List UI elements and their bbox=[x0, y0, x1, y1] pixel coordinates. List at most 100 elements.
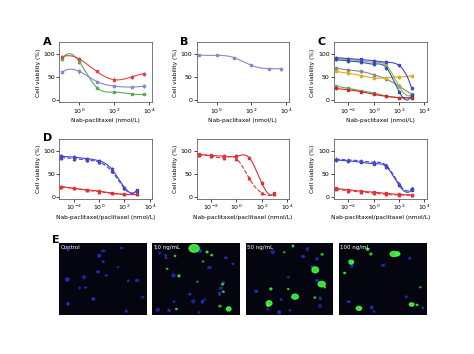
Ellipse shape bbox=[255, 290, 258, 292]
Ellipse shape bbox=[288, 289, 289, 290]
Ellipse shape bbox=[319, 304, 321, 307]
Ellipse shape bbox=[202, 261, 204, 262]
Ellipse shape bbox=[207, 251, 208, 252]
Ellipse shape bbox=[176, 308, 177, 309]
Text: Control: Control bbox=[61, 245, 81, 250]
Ellipse shape bbox=[390, 251, 398, 257]
Ellipse shape bbox=[349, 260, 354, 264]
Ellipse shape bbox=[97, 271, 100, 273]
Y-axis label: Cell viability (%): Cell viability (%) bbox=[310, 48, 315, 97]
Text: E: E bbox=[52, 235, 60, 245]
Ellipse shape bbox=[267, 309, 269, 310]
Ellipse shape bbox=[165, 257, 167, 258]
Ellipse shape bbox=[106, 275, 107, 276]
Y-axis label: Cell viability (%): Cell viability (%) bbox=[36, 48, 41, 97]
Y-axis label: Cell viability (%): Cell viability (%) bbox=[310, 145, 315, 193]
Ellipse shape bbox=[205, 299, 206, 300]
Text: C: C bbox=[317, 36, 325, 46]
Ellipse shape bbox=[278, 311, 281, 314]
Ellipse shape bbox=[267, 304, 270, 306]
Ellipse shape bbox=[344, 273, 346, 274]
Ellipse shape bbox=[155, 246, 156, 247]
Ellipse shape bbox=[189, 245, 199, 252]
Ellipse shape bbox=[324, 287, 325, 288]
Ellipse shape bbox=[92, 298, 95, 300]
Ellipse shape bbox=[356, 306, 362, 310]
Text: A: A bbox=[43, 36, 51, 46]
Ellipse shape bbox=[101, 250, 105, 252]
Ellipse shape bbox=[125, 310, 128, 312]
Ellipse shape bbox=[227, 307, 231, 311]
Ellipse shape bbox=[67, 302, 69, 305]
Ellipse shape bbox=[318, 281, 325, 287]
Ellipse shape bbox=[174, 255, 176, 257]
Ellipse shape bbox=[98, 255, 100, 257]
Ellipse shape bbox=[312, 267, 319, 273]
Ellipse shape bbox=[173, 301, 175, 302]
Ellipse shape bbox=[419, 287, 421, 288]
X-axis label: Nab-paclitaxel/paclitaxel (nmol/L): Nab-paclitaxel/paclitaxel (nmol/L) bbox=[330, 215, 430, 220]
Ellipse shape bbox=[366, 248, 369, 250]
Ellipse shape bbox=[232, 263, 234, 264]
Ellipse shape bbox=[410, 303, 414, 306]
Ellipse shape bbox=[141, 296, 144, 298]
Ellipse shape bbox=[225, 257, 227, 258]
Ellipse shape bbox=[350, 265, 353, 268]
Legend:  bbox=[423, 142, 424, 143]
Ellipse shape bbox=[121, 247, 123, 249]
Ellipse shape bbox=[197, 281, 198, 282]
Ellipse shape bbox=[221, 284, 224, 285]
Ellipse shape bbox=[347, 301, 350, 302]
Legend:  bbox=[149, 141, 150, 142]
Ellipse shape bbox=[289, 309, 291, 311]
Ellipse shape bbox=[136, 279, 139, 281]
Ellipse shape bbox=[128, 280, 129, 282]
Y-axis label: Cell viability (%): Cell viability (%) bbox=[173, 145, 178, 193]
Text: B: B bbox=[180, 36, 188, 46]
Ellipse shape bbox=[82, 276, 85, 279]
Ellipse shape bbox=[316, 280, 319, 281]
Ellipse shape bbox=[382, 264, 385, 266]
Ellipse shape bbox=[206, 251, 208, 253]
Ellipse shape bbox=[102, 261, 104, 263]
Ellipse shape bbox=[288, 276, 289, 278]
Ellipse shape bbox=[189, 293, 191, 295]
Ellipse shape bbox=[271, 250, 274, 253]
Ellipse shape bbox=[117, 267, 118, 268]
Ellipse shape bbox=[164, 254, 167, 256]
Y-axis label: Cell viability (%): Cell viability (%) bbox=[36, 145, 41, 193]
Ellipse shape bbox=[159, 252, 161, 254]
Ellipse shape bbox=[292, 294, 298, 299]
Ellipse shape bbox=[85, 287, 87, 288]
Ellipse shape bbox=[405, 296, 407, 298]
Text: 10 ng/mL: 10 ng/mL bbox=[154, 245, 180, 250]
Text: 50 ng/mL: 50 ng/mL bbox=[247, 245, 273, 250]
Ellipse shape bbox=[208, 267, 211, 268]
Ellipse shape bbox=[191, 300, 195, 303]
Text: D: D bbox=[43, 133, 52, 143]
Ellipse shape bbox=[280, 299, 282, 301]
Ellipse shape bbox=[422, 307, 423, 309]
X-axis label: Nab-paclitaxel (nmol/L): Nab-paclitaxel (nmol/L) bbox=[209, 119, 277, 124]
Ellipse shape bbox=[301, 256, 305, 257]
Ellipse shape bbox=[370, 253, 372, 255]
Legend:  bbox=[286, 142, 287, 143]
Ellipse shape bbox=[198, 312, 200, 313]
Ellipse shape bbox=[67, 248, 69, 251]
Ellipse shape bbox=[316, 258, 318, 260]
Ellipse shape bbox=[211, 255, 212, 256]
Ellipse shape bbox=[409, 258, 411, 259]
Ellipse shape bbox=[166, 268, 168, 269]
Ellipse shape bbox=[292, 245, 294, 247]
Ellipse shape bbox=[266, 301, 272, 306]
Ellipse shape bbox=[371, 306, 373, 309]
Ellipse shape bbox=[168, 309, 170, 312]
Ellipse shape bbox=[311, 266, 314, 268]
Ellipse shape bbox=[219, 287, 222, 290]
Ellipse shape bbox=[198, 250, 201, 252]
Ellipse shape bbox=[156, 308, 159, 311]
Ellipse shape bbox=[321, 254, 323, 255]
Ellipse shape bbox=[416, 304, 418, 306]
X-axis label: Nab-paclitaxel/paclitaxel (nmol/L): Nab-paclitaxel/paclitaxel (nmol/L) bbox=[193, 215, 292, 220]
Ellipse shape bbox=[314, 297, 316, 298]
